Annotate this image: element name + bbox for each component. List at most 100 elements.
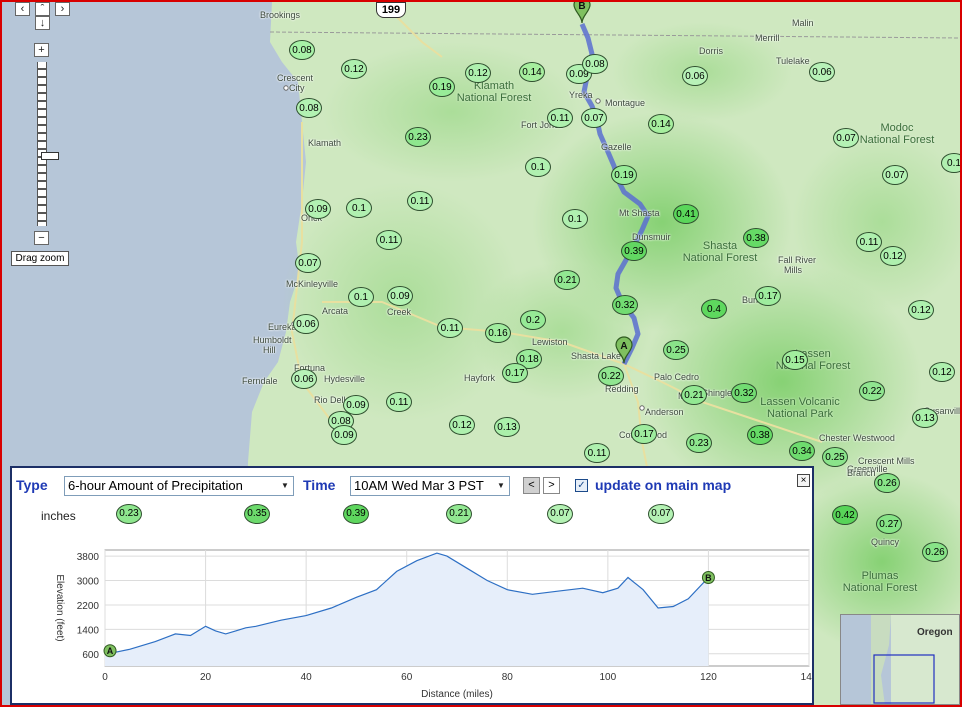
precip-marker[interactable]: 0.2	[520, 310, 546, 330]
elevation-panel: Type 6-hour Amount of Precipitation ▼ Ti…	[10, 466, 814, 705]
precip-marker[interactable]: 0.07	[295, 253, 321, 273]
precip-marker[interactable]: 0.11	[386, 392, 412, 412]
close-icon[interactable]: ×	[797, 474, 810, 487]
precip-marker[interactable]: 0.07	[833, 128, 859, 148]
precip-marker[interactable]: 0.12	[341, 59, 367, 79]
precip-marker[interactable]: 0.11	[547, 108, 573, 128]
precip-marker[interactable]: 0.22	[859, 381, 885, 401]
precip-marker[interactable]: 0.27	[876, 514, 902, 534]
precip-marker[interactable]: 0.1	[525, 157, 551, 177]
precip-marker[interactable]: 0.1	[346, 198, 372, 218]
precip-marker[interactable]: 0.39	[621, 241, 647, 261]
precip-marker[interactable]: 0.17	[631, 424, 657, 444]
precip-marker[interactable]: 0.07	[581, 108, 607, 128]
precip-marker[interactable]: 0.19	[429, 77, 455, 97]
drag-zoom-button[interactable]: Drag zoom	[11, 251, 69, 266]
precip-marker[interactable]: 0.13	[912, 408, 938, 428]
prev-time-button[interactable]: <	[523, 477, 540, 494]
precip-marker[interactable]: 0.11	[856, 232, 882, 252]
zoom-in-button[interactable]: +	[34, 43, 49, 57]
precip-marker[interactable]: 0.06	[682, 66, 708, 86]
pan-left-icon[interactable]: ‹	[15, 2, 30, 16]
pan-up-icon[interactable]: ˆ	[35, 2, 50, 16]
x-tick-label: 20	[200, 672, 212, 683]
precip-marker[interactable]: 0.09	[387, 286, 413, 306]
precip-marker[interactable]: 0.17	[755, 286, 781, 306]
precip-marker[interactable]: 0.11	[584, 443, 610, 463]
precip-marker[interactable]: 0.08	[296, 98, 322, 118]
precip-marker[interactable]: 0.38	[747, 425, 773, 445]
precip-marker[interactable]: 0.13	[494, 417, 520, 437]
zoom-out-button[interactable]: −	[34, 231, 49, 245]
update-map-label[interactable]: update on main map	[595, 477, 732, 493]
precip-marker[interactable]: 0.21	[554, 270, 580, 290]
precip-marker[interactable]: 0.12	[880, 246, 906, 266]
precip-marker[interactable]: 0.07	[882, 165, 908, 185]
pin-letter: B	[578, 1, 585, 12]
precip-marker[interactable]: 0.22	[598, 366, 624, 386]
precip-marker[interactable]: 0.32	[612, 295, 638, 315]
precip-marker[interactable]: 0.34	[789, 441, 815, 461]
precip-marker[interactable]: 0.23	[405, 127, 431, 147]
place-label: Hydesville	[324, 374, 366, 384]
next-time-button[interactable]: >	[543, 477, 560, 494]
precip-marker[interactable]: 0.06	[809, 62, 835, 82]
precip-marker[interactable]: 0.09	[305, 199, 331, 219]
precip-marker[interactable]: 0.4	[701, 299, 727, 319]
place-label: Malin	[792, 18, 814, 28]
precip-marker[interactable]: 0.1	[941, 153, 960, 173]
precip-marker[interactable]: 0.12	[449, 415, 475, 435]
route-end-pin-icon[interactable]: B	[572, 1, 592, 24]
place-label: Greenville	[847, 464, 888, 474]
precip-marker[interactable]: 0.12	[465, 63, 491, 83]
precip-marker[interactable]: 0.16	[485, 323, 511, 343]
pan-down-icon[interactable]: ↓	[35, 16, 50, 30]
precip-marker[interactable]: 0.08	[582, 54, 608, 74]
precip-marker[interactable]: 0.26	[874, 473, 900, 493]
precip-marker[interactable]: 0.32	[731, 383, 757, 403]
precip-marker[interactable]: 0.14	[648, 114, 674, 134]
time-select[interactable]: 10AM Wed Mar 3 PST ▼	[350, 476, 510, 496]
route-start-pin-icon[interactable]: A	[614, 336, 634, 364]
precip-marker[interactable]: 0.1	[562, 209, 588, 229]
precip-marker[interactable]: 0.08	[289, 40, 315, 60]
precip-marker[interactable]: 0.41	[673, 204, 699, 224]
precip-marker[interactable]: 0.12	[929, 362, 955, 382]
place-label: Crescent	[277, 73, 314, 83]
overview-map[interactable]: Oregon	[840, 614, 960, 705]
precip-marker[interactable]: 0.06	[293, 314, 319, 334]
precip-marker[interactable]: 0.09	[331, 425, 357, 445]
precip-value: 0.21	[446, 504, 472, 524]
precip-marker[interactable]: 0.26	[922, 542, 948, 562]
precip-marker[interactable]: 0.12	[908, 300, 934, 320]
update-map-checkbox[interactable]: ✓	[575, 479, 588, 492]
precip-marker[interactable]: 0.14	[519, 62, 545, 82]
precip-marker[interactable]: 0.25	[822, 447, 848, 467]
zoom-slider-thumb[interactable]	[41, 152, 59, 160]
x-axis-label: Distance (miles)	[421, 689, 493, 700]
type-select[interactable]: 6-hour Amount of Precipitation ▼	[64, 476, 294, 496]
precip-marker[interactable]: 0.42	[832, 505, 858, 525]
precip-marker[interactable]: 0.06	[291, 369, 317, 389]
pan-right-icon[interactable]: ›	[55, 2, 70, 16]
precip-marker[interactable]: 0.19	[611, 165, 637, 185]
forest-label: Lassen Volcanic National Park	[752, 396, 848, 420]
precip-marker[interactable]: 0.11	[376, 230, 402, 250]
y-tick-label: 600	[82, 650, 99, 661]
elevation-line	[104, 552, 709, 655]
forest-name: Lassen Volcanic	[760, 396, 840, 408]
forest-label: Modoc National Forest	[849, 122, 945, 146]
precip-marker[interactable]: 0.09	[343, 395, 369, 415]
precip-marker[interactable]: 0.11	[407, 191, 433, 211]
zoom-slider-track[interactable]	[37, 62, 47, 226]
overview-viewport-rect[interactable]	[873, 654, 935, 704]
precip-marker[interactable]: 0.15	[782, 350, 808, 370]
precip-marker[interactable]: 0.21	[681, 385, 707, 405]
precip-marker[interactable]: 0.11	[437, 318, 463, 338]
precip-marker[interactable]: 0.38	[743, 228, 769, 248]
precip-marker[interactable]: 0.17	[502, 363, 528, 383]
precip-marker[interactable]: 0.23	[686, 433, 712, 453]
precip-marker[interactable]: 0.25	[663, 340, 689, 360]
precip-marker[interactable]: 0.1	[348, 287, 374, 307]
